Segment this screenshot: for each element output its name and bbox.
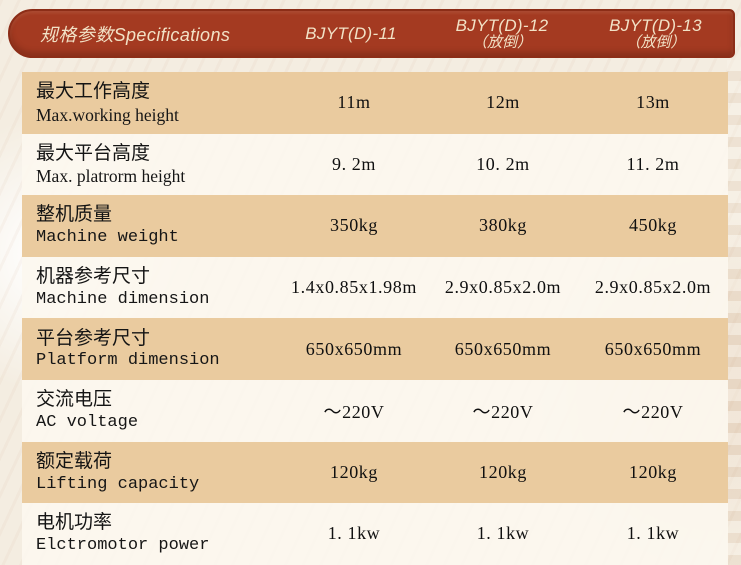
background-watermark bbox=[727, 60, 741, 565]
row-label-en: Max. platrorm height bbox=[36, 166, 186, 187]
value-cell-bjytd-13: ～220V bbox=[622, 401, 684, 422]
row-label-en: Elctromotor power bbox=[36, 536, 210, 556]
model-name: BJYT(D)-12 bbox=[455, 15, 549, 35]
fold-down-note: （放倒） bbox=[471, 33, 532, 51]
value-cell-bjytd-11: 650x650mm bbox=[305, 338, 403, 359]
value-cell-bjytd-11: ～220V bbox=[323, 401, 385, 422]
row-label-zh: 额定载荷 bbox=[36, 450, 113, 472]
model-name: BJYT(D)-11 bbox=[305, 23, 397, 43]
value-cell-bjytd-13: 650x650mm bbox=[604, 338, 702, 359]
header-spec-label: 规格参数Specifications bbox=[40, 24, 231, 45]
value-cell-bjytd-11: 120kg bbox=[330, 461, 378, 482]
row-label: 整机质量 Machine weight bbox=[22, 203, 280, 248]
header-model-bjytd-12: BJYT(D)-12 （放倒） bbox=[426, 16, 578, 52]
value-cell-bjytd-11: 11m bbox=[337, 92, 371, 113]
table-row: 平台参考尺寸 Platform dimension 650x650mm 650x650… bbox=[22, 318, 728, 380]
row-label: 交流电压 AC voltage bbox=[22, 388, 280, 433]
value-cell-bjytd-12: 650x650mm bbox=[454, 338, 552, 359]
value-cell-bjytd-12: 12m bbox=[486, 92, 520, 113]
row-label: 最大平台高度 Max. platrorm height bbox=[22, 142, 280, 188]
row-label-zh: 最大平台高度 bbox=[36, 142, 151, 164]
value-cell-bjytd-13: 2.9x0.85x2.0m bbox=[594, 277, 712, 298]
row-label-en: Lifting capacity bbox=[36, 474, 200, 494]
value-cell-bjytd-13: 13m bbox=[636, 92, 670, 113]
value-cell-bjytd-11: 350kg bbox=[330, 215, 378, 236]
table-row: 电机功率 Elctromotor power 1. 1kw 1. 1kw 1. 1kw bbox=[22, 503, 728, 565]
value-cell-bjytd-13: 120kg bbox=[629, 461, 677, 482]
spec-table-header: 规格参数Specifications BJYT(D)-11 BJYT(D)-12… bbox=[8, 9, 735, 58]
value-cell-bjytd-11: 1. 1kw bbox=[327, 523, 381, 544]
table-row: 机器参考尺寸 Machine dimension 1.4x0.85x1.98m 2.9… bbox=[22, 256, 728, 319]
fold-down-note: （放倒） bbox=[625, 33, 686, 51]
row-label-zh: 交流电压 bbox=[36, 389, 113, 411]
row-label: 平台参考尺寸 Platform dimension bbox=[22, 327, 280, 372]
row-label-en: Platform dimension bbox=[36, 351, 220, 371]
row-label-zh: 电机功率 bbox=[36, 512, 113, 534]
row-label: 电机功率 Elctromotor power bbox=[22, 511, 280, 556]
value-cell-bjytd-13: 1. 1kw bbox=[626, 523, 680, 544]
row-label-en: AC voltage bbox=[36, 412, 139, 432]
row-label-zh: 最大工作高度 bbox=[36, 80, 151, 102]
row-label-zh: 整机质量 bbox=[36, 204, 113, 226]
row-label-en: Max.working height bbox=[36, 104, 179, 125]
value-cell-bjytd-12: 120kg bbox=[479, 461, 527, 482]
value-cell-bjytd-13: 11. 2m bbox=[626, 153, 680, 174]
row-label: 最大工作高度 Max.working height bbox=[22, 80, 280, 126]
row-label-zh: 机器参考尺寸 bbox=[36, 266, 151, 288]
value-cell-bjytd-12: 1. 1kw bbox=[476, 523, 530, 544]
spec-rows-container: 最大工作高度 Max.working height 11m 12m 13m 最大平台高度 M… bbox=[22, 72, 728, 565]
value-cell-bjytd-12: ～220V bbox=[472, 401, 534, 422]
table-row: 交流电压 AC voltage ～220V ～220V ～220V bbox=[22, 379, 728, 442]
value-cell-bjytd-11: 9. 2m bbox=[331, 153, 376, 174]
header-model-bjytd-13: BJYT(D)-13 （放倒） bbox=[578, 16, 733, 52]
table-row: 整机质量 Machine weight 350kg 380kg 450kg bbox=[22, 195, 728, 257]
table-row: 额定载荷 Lifting capacity 120kg 120kg 120kg bbox=[22, 441, 728, 504]
row-label: 额定载荷 Lifting capacity bbox=[22, 450, 280, 495]
table-row: 最大平台高度 Max. platrorm height 9. 2m 10. 2m 11.… bbox=[22, 133, 728, 196]
row-label-en: Machine dimension bbox=[36, 289, 210, 309]
row-label-en: Machine weight bbox=[36, 228, 179, 248]
header-model-bjytd-11: BJYT(D)-11 bbox=[276, 24, 426, 43]
value-cell-bjytd-13: 450kg bbox=[629, 215, 677, 236]
value-cell-bjytd-12: 380kg bbox=[479, 215, 527, 236]
table-row: 最大工作高度 Max.working height 11m 12m 13m bbox=[22, 72, 728, 134]
value-cell-bjytd-12: 10. 2m bbox=[476, 153, 530, 174]
value-cell-bjytd-11: 1.4x0.85x1.98m bbox=[291, 277, 417, 298]
row-label: 机器参考尺寸 Machine dimension bbox=[22, 265, 280, 310]
model-name: BJYT(D)-13 bbox=[609, 15, 702, 35]
value-cell-bjytd-12: 2.9x0.85x2.0m bbox=[444, 277, 562, 298]
row-label-zh: 平台参考尺寸 bbox=[36, 327, 151, 349]
